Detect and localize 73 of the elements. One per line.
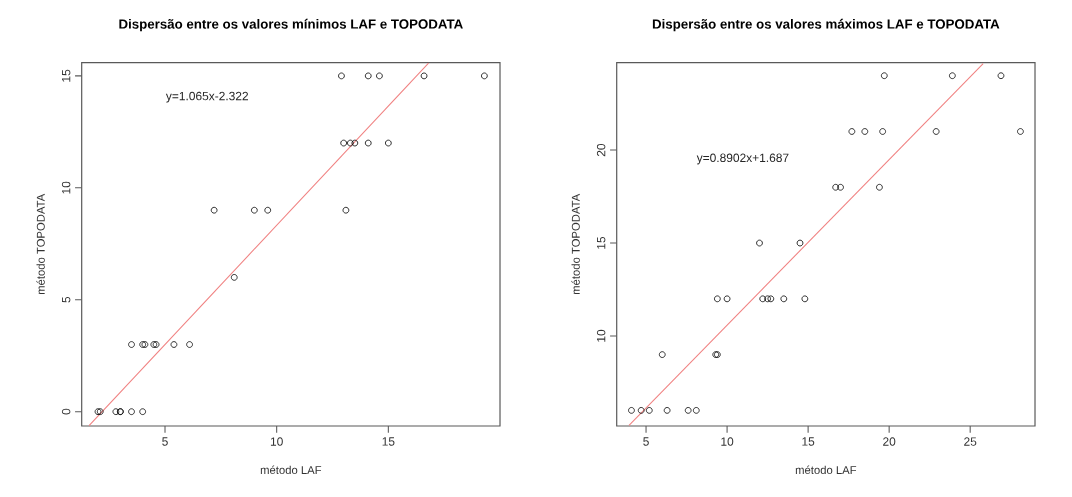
x-tick-label: 15 bbox=[382, 437, 395, 446]
point bbox=[801, 295, 809, 303]
point bbox=[764, 295, 771, 303]
x-axis-title: método LAF bbox=[795, 465, 857, 474]
point bbox=[880, 72, 888, 80]
y-tick-label: 5 bbox=[62, 296, 71, 303]
point bbox=[420, 72, 428, 80]
point bbox=[347, 139, 354, 147]
point bbox=[351, 139, 359, 147]
x-tick-label: 10 bbox=[270, 437, 283, 446]
x-tick-label: 20 bbox=[883, 437, 896, 446]
point bbox=[139, 408, 146, 415]
point bbox=[832, 183, 839, 191]
point bbox=[264, 206, 272, 214]
annotation: y=0.8902x+1.687 bbox=[696, 153, 789, 165]
y-tick-label: 15 bbox=[62, 69, 71, 82]
y-axis-title: método TOPODATA bbox=[571, 193, 580, 295]
point bbox=[796, 239, 804, 247]
point bbox=[230, 274, 238, 281]
y-tick-label: 10 bbox=[61, 181, 71, 194]
point bbox=[658, 351, 666, 358]
point bbox=[692, 407, 700, 414]
point bbox=[767, 295, 775, 303]
point bbox=[637, 407, 645, 414]
point bbox=[932, 128, 940, 135]
point bbox=[141, 341, 149, 348]
point bbox=[385, 139, 392, 147]
y-tick-label: 15 bbox=[597, 236, 606, 249]
point bbox=[376, 72, 383, 80]
point bbox=[684, 407, 692, 414]
point bbox=[186, 341, 193, 348]
y-tick-label: 0 bbox=[61, 408, 71, 415]
point bbox=[251, 206, 258, 214]
y-tick-label: 10 bbox=[596, 329, 606, 342]
point bbox=[876, 183, 883, 191]
point bbox=[340, 139, 347, 147]
point bbox=[364, 72, 372, 80]
y-axis-title: método TOPODATA bbox=[36, 193, 45, 295]
point bbox=[861, 128, 869, 135]
x-tick-label: 10 bbox=[721, 437, 734, 446]
y-tick-label: 20 bbox=[596, 143, 606, 157]
point bbox=[128, 408, 135, 415]
x-tick-label: 5 bbox=[162, 437, 168, 446]
chart-title: Dispersão entre os valores mínimos LAF e TOPODATA bbox=[119, 18, 463, 32]
point bbox=[128, 341, 135, 348]
point bbox=[837, 183, 844, 191]
point bbox=[879, 128, 886, 135]
point bbox=[481, 72, 488, 80]
point bbox=[1017, 128, 1024, 135]
point bbox=[342, 206, 350, 214]
annotation: y=1.065x-2.322 bbox=[165, 91, 249, 103]
point bbox=[628, 407, 635, 414]
point bbox=[714, 295, 721, 303]
point bbox=[997, 72, 1005, 80]
point bbox=[139, 341, 146, 348]
point bbox=[780, 295, 788, 303]
point bbox=[645, 407, 653, 414]
point bbox=[949, 72, 956, 80]
x-tick-label: 5 bbox=[643, 437, 649, 446]
point bbox=[112, 408, 120, 415]
point bbox=[364, 139, 372, 147]
point bbox=[759, 295, 767, 303]
point bbox=[338, 72, 345, 80]
point bbox=[663, 407, 671, 414]
point bbox=[756, 239, 763, 247]
point bbox=[848, 128, 856, 135]
x-axis-title: método LAF bbox=[260, 465, 322, 474]
x-tick-label: 25 bbox=[964, 437, 977, 446]
chart-title: Dispersão entre os valores máximos LAF e TOPODATA bbox=[652, 18, 1000, 32]
point bbox=[723, 295, 731, 303]
x-tick-label: 15 bbox=[802, 437, 815, 446]
point bbox=[170, 341, 178, 348]
point bbox=[210, 206, 218, 214]
